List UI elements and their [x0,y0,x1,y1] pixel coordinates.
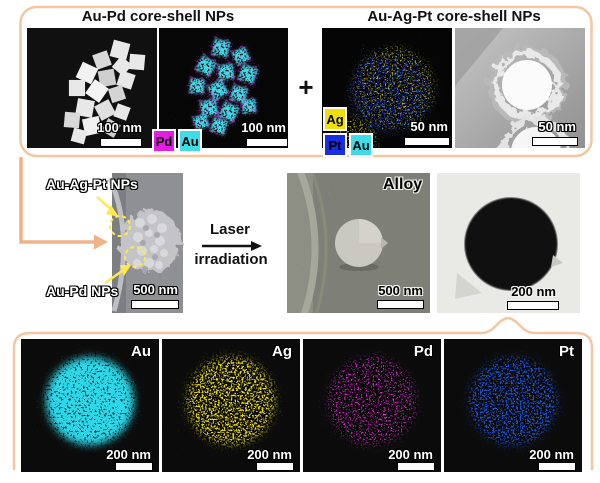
map-ag-label: Ag [272,343,292,360]
tem-aupd-graphic [27,28,157,148]
map-pt-scalebar [538,462,576,471]
alloy-tem-scalebar-label: 200 nm [511,284,556,299]
alloy-scalebar-label: 500 nm [378,283,423,298]
map-pd-label: Pd [413,343,433,360]
plus-sign: + [298,72,314,102]
map-pt-graphic [444,339,582,472]
map-pd-graphic [303,339,441,472]
alloy-scalebar [377,300,424,309]
map-pd [303,339,441,472]
legend-au-label: Au [181,133,199,149]
tem-auagpt-image [455,28,585,148]
elbow-arrowhead-icon [94,234,108,250]
tem-auagpt-graphic [455,28,585,148]
alloy-tem-scalebar [507,301,559,310]
legend-ag-label: Ag [326,111,344,127]
legend-au2-label: Au [352,137,370,153]
tem-aupd-image [27,28,157,148]
map-au-scalebar [115,462,153,471]
legend-pt-label: Pt [328,137,342,153]
eds-aupd-scalebar-label: 100 nm [241,120,286,135]
annotation-arrow-bottom [104,267,126,285]
eds-aupd-scalebar [246,138,288,147]
legend-au2: Au [349,133,373,157]
tem-aupd-scalebar [100,138,142,147]
right-group-title: Au-Ag-Pt core-shell NPs [367,8,541,25]
tem-auagpt-scalebar [532,137,578,146]
sem-assembly-scalebar-label: 500 nm [133,282,178,297]
alloy-sem-image [287,173,430,313]
eds-auagpt-map [322,28,452,148]
map-au-scalebar-label: 200 nm [106,447,151,462]
laser-text-line1: Laser [209,221,251,238]
sem-assembly-image [96,173,183,313]
map-pt-scalebar-label: 200 nm [529,447,574,462]
dashed-circle-aupd [124,246,146,268]
eds-aupd-map [159,28,288,148]
map-au [21,339,159,472]
alloy-sem-graphic [287,173,430,313]
sem-assembly-scalebar [131,300,179,309]
map-ag-graphic [162,339,300,472]
alloy-label: Alloy [383,176,423,193]
top-group-box [19,5,593,158]
tem-aupd-scalebar-label: 100 nm [97,120,142,135]
bottom-group-brace [12,316,594,470]
annotation-arrowhead-top-icon [106,205,119,217]
legend-pt: Pt [323,133,347,157]
map-pt [444,339,582,472]
map-pd-scalebar-label: 200 nm [388,447,433,462]
map-ag-scalebar [256,462,294,471]
map-ag-scalebar-label: 200 nm [247,447,292,462]
left-group-title: Au-Pd core-shell NPs [81,8,235,25]
alloy-tem-image [437,173,580,313]
eds-auagpt-scalebar [404,137,450,146]
label-aupd-nps: Au-Pd NPs [46,283,119,299]
annotation-arrowhead-bottom-icon [120,265,131,276]
eds-auagpt-scalebar-label: 50 nm [410,119,448,134]
laser-arrowhead-icon [251,241,262,251]
map-ag [162,339,300,472]
elbow-connector-arrow [19,157,94,244]
laser-text-line2: irradiation [194,251,268,268]
legend-au: Au [178,129,202,153]
map-pt-label: Pt [559,343,574,360]
alloy-tem-graphic [437,173,580,313]
legend-ag: Ag [323,107,347,131]
eds-auagpt-graphic [322,28,452,148]
legend-pd: Pd [152,129,176,153]
map-pd-scalebar [397,462,435,471]
map-au-graphic [21,339,159,472]
dashed-circle-auagpt [109,215,131,237]
label-auagpt-nps: Au-Ag-Pt NPs [46,176,138,192]
eds-aupd-graphic [159,28,288,148]
legend-pd-label: Pd [155,133,173,149]
map-au-label: Au [131,343,151,360]
tem-auagpt-scalebar-label: 50 nm [538,119,576,134]
